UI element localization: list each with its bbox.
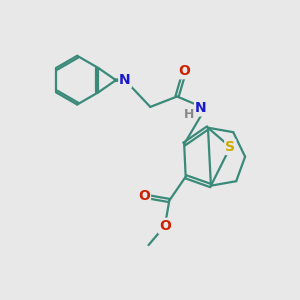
Text: O: O	[159, 219, 171, 233]
Text: O: O	[138, 189, 150, 203]
Text: O: O	[178, 64, 190, 78]
Text: H: H	[184, 108, 194, 122]
Text: N: N	[195, 101, 207, 116]
Text: S: S	[225, 140, 235, 154]
Text: N: N	[119, 73, 131, 87]
